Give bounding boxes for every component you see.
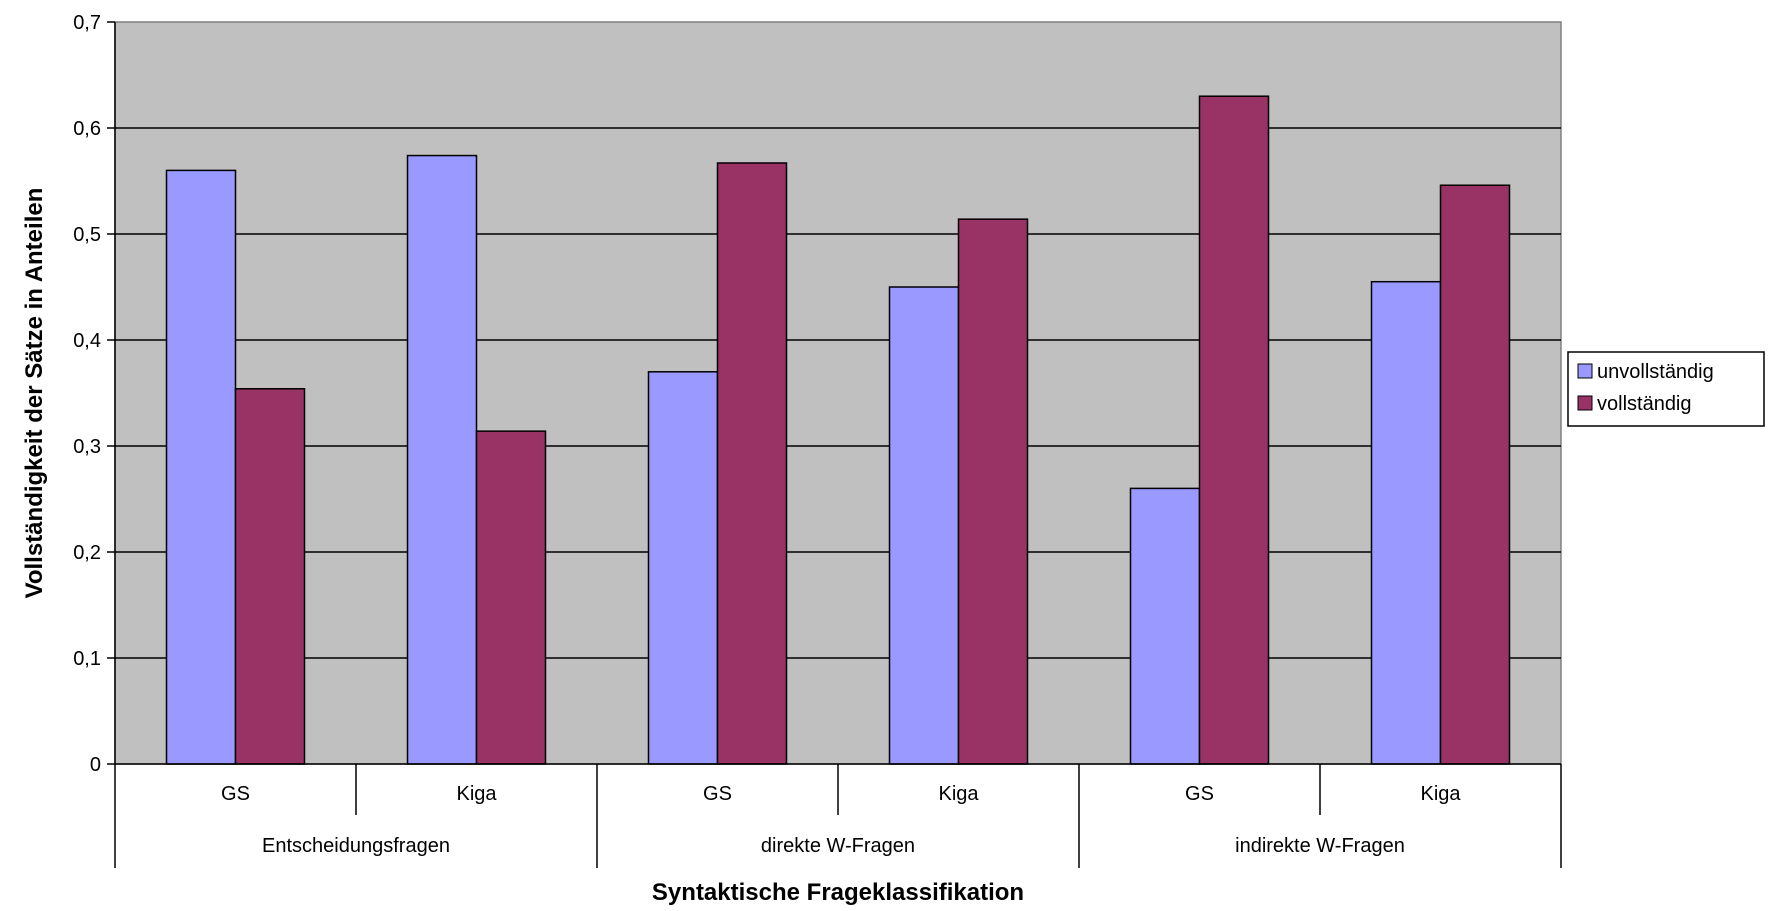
y-tick-label: 0,3 <box>73 436 101 458</box>
gridlines <box>115 127 1561 659</box>
bar-unvollstaendig <box>1129 487 1201 765</box>
x-category-label: GS <box>221 783 250 805</box>
bar-vollstaendig <box>1198 95 1270 765</box>
x-category-label: Kiga <box>938 783 979 805</box>
y-tick-label: 0,7 <box>73 12 101 34</box>
bar-unvollstaendig <box>888 286 960 765</box>
bar-unvollstaendig <box>1370 280 1442 765</box>
x-axis-categories: GS Kiga GS Kiga GS Kiga Entscheidungsfragen dir… <box>114 764 1562 868</box>
legend-swatch-vollstaendig <box>1577 395 1593 411</box>
legend-label-unvollstaendig: unvollständig <box>1597 361 1714 383</box>
y-axis-title: Vollständigkeit der Sätze in Anteilen <box>21 188 48 599</box>
bar-unvollstaendig <box>647 371 719 765</box>
bar-vollstaendig <box>957 218 1029 765</box>
x-group-label: Entscheidungsfragen <box>262 835 450 857</box>
legend: unvollständig vollständig <box>1567 351 1765 427</box>
bar-unvollstaendig <box>165 169 237 765</box>
x-category-label: Kiga <box>1420 783 1461 805</box>
bar-vollstaendig <box>475 430 547 765</box>
y-tick-label: 0 <box>90 754 101 776</box>
y-tick-label: 0,2 <box>73 542 101 564</box>
legend-box <box>1567 351 1765 427</box>
plot-area <box>114 21 1562 765</box>
bars <box>165 95 1511 765</box>
x-category-label: GS <box>703 783 732 805</box>
bar-unvollstaendig <box>406 154 478 765</box>
legend-swatch-unvollstaendig <box>1577 363 1593 379</box>
y-tick-label: 0,4 <box>73 330 101 352</box>
legend-label-vollstaendig: vollständig <box>1597 393 1692 415</box>
y-tick-label: 0,1 <box>73 648 101 670</box>
bar-vollstaendig <box>1439 184 1511 765</box>
y-axis-ticks: 0 0,1 0,2 0,3 0,4 0,5 0,6 0,7 <box>73 12 115 776</box>
x-group-label: indirekte W-Fragen <box>1235 835 1405 857</box>
y-tick-label: 0,5 <box>73 224 101 246</box>
bar-vollstaendig <box>234 388 306 765</box>
x-category-label: GS <box>1185 783 1214 805</box>
bar-vollstaendig <box>716 162 788 765</box>
y-tick-label: 0,6 <box>73 118 101 140</box>
x-category-label: Kiga <box>456 783 497 805</box>
x-axis-title: Syntaktische Frageklassifikation <box>652 879 1024 906</box>
x-group-label: direkte W-Fragen <box>761 835 915 857</box>
